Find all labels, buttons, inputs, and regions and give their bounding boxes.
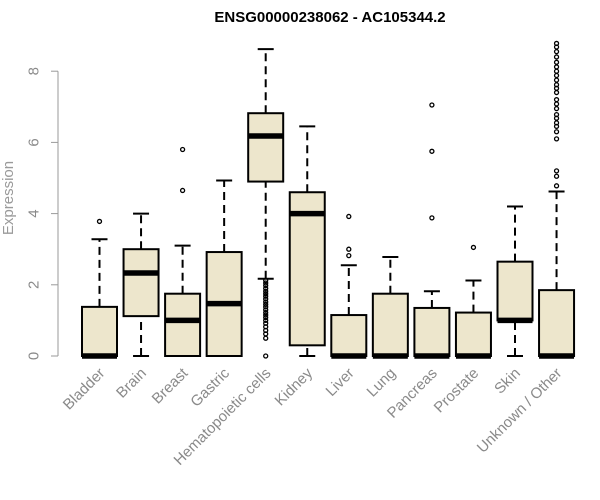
box-iqr bbox=[288, 191, 326, 347]
box-liver bbox=[330, 213, 368, 359]
outlier-point bbox=[346, 246, 352, 252]
outlier-point bbox=[263, 299, 269, 305]
outlier-point bbox=[553, 101, 560, 107]
x-tick-label: Breast bbox=[149, 364, 192, 407]
outlier-point bbox=[179, 146, 186, 153]
outlier-point bbox=[553, 183, 560, 189]
box-pancreas bbox=[413, 102, 451, 359]
y-tick-label: 6 bbox=[26, 138, 43, 146]
box-iqr bbox=[122, 248, 160, 318]
box-lung bbox=[371, 256, 409, 359]
outlier-point bbox=[429, 215, 435, 221]
outlier-point bbox=[263, 277, 269, 284]
y-axis-label: Expression bbox=[0, 161, 17, 235]
outlier-point bbox=[263, 285, 269, 292]
outlier-point bbox=[263, 288, 269, 294]
outlier-point bbox=[263, 304, 269, 310]
box-iqr bbox=[81, 305, 118, 358]
box-gastric bbox=[205, 179, 243, 358]
box-skin bbox=[496, 205, 534, 357]
outlier-point bbox=[553, 77, 560, 83]
outlier-point bbox=[553, 68, 560, 74]
y-axis: 0 2 4 6 8 bbox=[26, 67, 59, 360]
box-iqr bbox=[164, 292, 202, 358]
outlier-point bbox=[553, 120, 560, 126]
outlier-point bbox=[263, 353, 269, 359]
outlier-point bbox=[429, 148, 435, 154]
outlier-point bbox=[263, 280, 269, 286]
x-tick-label: Lung bbox=[364, 365, 400, 401]
outlier-point bbox=[263, 312, 269, 318]
box-iqr bbox=[496, 260, 534, 322]
outlier-point bbox=[263, 293, 269, 299]
outlier-point bbox=[470, 244, 477, 251]
box-iqr bbox=[330, 314, 368, 357]
outlier-point bbox=[263, 320, 269, 326]
outlier-point bbox=[346, 213, 352, 220]
outlier-point bbox=[553, 97, 560, 103]
box-iqr bbox=[247, 112, 285, 183]
box-breast bbox=[164, 146, 202, 358]
outlier-point bbox=[553, 111, 560, 118]
outlier-point bbox=[553, 72, 560, 79]
outlier-point bbox=[263, 314, 269, 321]
y-tick-label: 0 bbox=[26, 352, 43, 360]
outlier-point bbox=[553, 168, 560, 174]
outlier-point bbox=[263, 282, 269, 289]
box-hematopoietic-cells bbox=[247, 48, 285, 359]
outlier-point bbox=[553, 105, 560, 112]
x-tick-label: Prostate bbox=[431, 365, 483, 417]
boxes-group bbox=[81, 40, 576, 359]
box-iqr bbox=[454, 311, 492, 357]
outlier-point bbox=[263, 317, 269, 324]
outlier-point bbox=[553, 173, 560, 179]
outlier-point bbox=[263, 301, 269, 308]
outlier-point bbox=[553, 48, 560, 55]
outlier-point bbox=[263, 291, 269, 297]
outlier-point bbox=[263, 335, 269, 341]
outlier-point bbox=[263, 296, 269, 302]
box-iqr bbox=[413, 306, 451, 358]
outlier-point bbox=[553, 40, 560, 47]
x-tick-label: Bladder bbox=[60, 365, 109, 414]
outlier-point bbox=[553, 54, 560, 60]
box-prostate bbox=[454, 244, 492, 359]
outlier-point bbox=[263, 307, 269, 313]
box-kidney bbox=[288, 125, 326, 357]
outlier-point bbox=[429, 102, 435, 108]
chart-title: ENSG00000238062 - AC105344.2 bbox=[214, 9, 445, 26]
outlier-point bbox=[553, 89, 560, 96]
box-brain bbox=[122, 212, 160, 357]
outlier-point bbox=[553, 129, 560, 135]
outlier-point bbox=[263, 309, 269, 316]
x-tick-label: Skin bbox=[491, 365, 524, 398]
outlier-point bbox=[553, 59, 560, 65]
box-bladder bbox=[81, 218, 118, 359]
outlier-point bbox=[553, 136, 560, 142]
y-tick-label: 4 bbox=[26, 209, 43, 217]
box-unknown-other bbox=[538, 40, 576, 359]
box-iqr bbox=[538, 289, 576, 358]
x-tick-label: Kidney bbox=[272, 364, 317, 409]
box-iqr bbox=[371, 292, 409, 358]
outlier-point bbox=[96, 218, 103, 225]
outlier-point bbox=[346, 252, 352, 259]
x-tick-label: Liver bbox=[323, 365, 358, 400]
outlier-point bbox=[553, 82, 560, 88]
x-tick-label: Brain bbox=[113, 365, 150, 402]
y-tick-label: 2 bbox=[26, 281, 43, 289]
y-tick-label: 8 bbox=[26, 67, 43, 75]
outlier-point bbox=[553, 64, 560, 70]
outlier-point bbox=[179, 187, 186, 194]
